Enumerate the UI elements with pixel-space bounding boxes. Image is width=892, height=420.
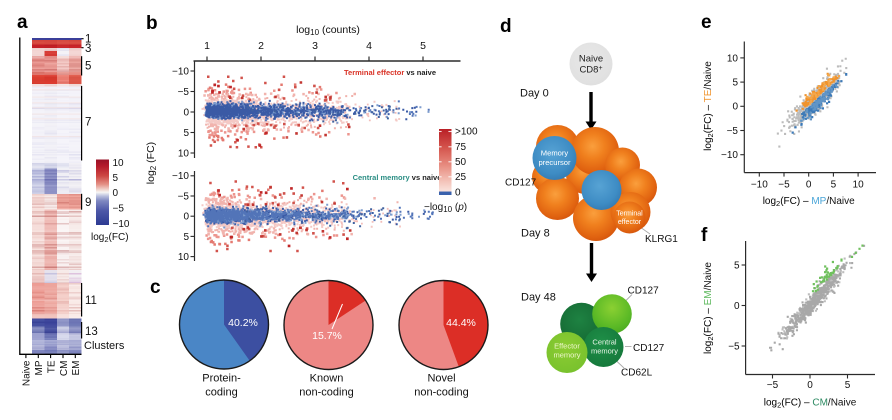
svg-text:TE: TE [46, 360, 57, 373]
svg-text:10: 10 [178, 252, 190, 263]
svg-text:−5: −5 [178, 191, 190, 202]
svg-text:KLRG1: KLRG1 [645, 234, 678, 245]
svg-text:CD127: CD127 [628, 286, 660, 297]
svg-text:precursor: precursor [538, 158, 571, 167]
svg-text:MP: MP [34, 360, 45, 375]
svg-text:5: 5 [113, 173, 119, 184]
svg-text:Terminal: Terminal [616, 211, 643, 218]
svg-text:log2(FC) – EM/Naive: log2(FC) – EM/Naive [703, 262, 715, 354]
svg-text:f: f [701, 225, 708, 246]
svg-text:5: 5 [845, 380, 851, 391]
svg-text:CD62L: CD62L [621, 368, 653, 379]
svg-text:−10: −10 [721, 150, 738, 161]
svg-text:25: 25 [455, 172, 467, 183]
svg-text:non-coding: non-coding [299, 387, 353, 399]
svg-text:3: 3 [312, 40, 318, 52]
svg-text:Novel: Novel [427, 373, 455, 385]
svg-text:−5: −5 [728, 341, 740, 352]
svg-text:log2(FC) – MP/Naive: log2(FC) – MP/Naive [763, 196, 855, 208]
svg-text:75: 75 [455, 142, 467, 153]
svg-text:2: 2 [258, 40, 264, 52]
svg-text:EM: EM [71, 361, 82, 376]
svg-text:44.4%: 44.4% [446, 317, 476, 329]
svg-text:c: c [150, 277, 161, 298]
svg-text:1: 1 [204, 40, 210, 52]
svg-text:0: 0 [183, 107, 189, 118]
svg-text:Day 8: Day 8 [521, 228, 550, 240]
svg-text:−5: −5 [113, 204, 125, 215]
svg-text:CD127: CD127 [505, 178, 537, 189]
svg-text:3: 3 [85, 43, 91, 55]
svg-text:0: 0 [807, 380, 813, 391]
svg-text:0: 0 [113, 188, 119, 199]
svg-text:−5: −5 [778, 179, 790, 190]
svg-text:d: d [500, 16, 512, 37]
svg-text:−5: −5 [767, 380, 779, 391]
svg-text:Central: Central [592, 338, 617, 347]
svg-text:5: 5 [85, 61, 91, 73]
svg-text:0: 0 [732, 102, 738, 113]
svg-text:log2(FC) – CM/Naive: log2(FC) – CM/Naive [764, 398, 857, 410]
svg-text:10: 10 [178, 148, 190, 159]
svg-text:Day 0: Day 0 [520, 88, 549, 100]
svg-text:−5: −5 [178, 87, 190, 98]
svg-text:Clusters: Clusters [84, 340, 125, 352]
svg-text:5: 5 [183, 232, 189, 243]
svg-text:Protein-: Protein- [202, 373, 241, 385]
svg-text:CM: CM [59, 361, 70, 377]
svg-text:7: 7 [85, 117, 91, 129]
svg-text:0: 0 [455, 188, 461, 199]
svg-text:0: 0 [806, 179, 812, 190]
svg-text:5: 5 [420, 40, 426, 52]
svg-text:0: 0 [734, 301, 740, 312]
svg-text:−5: −5 [727, 126, 739, 137]
svg-text:log2(FC): log2(FC) [91, 232, 129, 244]
svg-text:5: 5 [732, 78, 738, 89]
svg-text:10: 10 [113, 158, 125, 169]
svg-text:13: 13 [85, 326, 98, 338]
svg-text:Day 48: Day 48 [521, 292, 556, 304]
svg-text:−10: −10 [172, 66, 189, 77]
svg-text:Known: Known [310, 373, 344, 385]
svg-text:Effector: Effector [554, 342, 580, 351]
svg-text:11: 11 [85, 295, 97, 307]
svg-text:log2(FC) – TE/Naive: log2(FC) – TE/Naive [703, 61, 715, 151]
svg-text:log2 (FC): log2 (FC) [145, 142, 158, 184]
svg-text:Naive: Naive [579, 54, 603, 65]
svg-text:Terminal effector vs naive: Terminal effector vs naive [344, 68, 436, 77]
svg-text:Naive: Naive [22, 360, 33, 386]
svg-text:9: 9 [85, 197, 91, 209]
svg-text:b: b [146, 13, 158, 34]
svg-text:5: 5 [183, 128, 189, 139]
svg-text:Memory: Memory [541, 149, 569, 158]
svg-text:memory: memory [591, 347, 618, 356]
svg-text:10: 10 [727, 53, 739, 64]
svg-text:5: 5 [831, 179, 837, 190]
svg-text:a: a [17, 12, 28, 33]
svg-text:0: 0 [183, 212, 189, 223]
svg-text:−10: −10 [751, 179, 768, 190]
svg-text:40.2%: 40.2% [228, 317, 258, 329]
svg-text:−log10 (p): −log10 (p) [424, 202, 467, 214]
svg-text:10: 10 [853, 179, 865, 190]
svg-text:5: 5 [734, 260, 740, 271]
svg-text:15.7%: 15.7% [312, 330, 342, 342]
svg-text:CD127: CD127 [633, 343, 665, 354]
svg-text:Central memory vs naive: Central memory vs naive [353, 173, 442, 182]
svg-text:log10 (counts): log10 (counts) [296, 24, 360, 37]
svg-text:coding: coding [205, 387, 237, 399]
svg-text:>100: >100 [455, 127, 478, 138]
svg-text:4: 4 [366, 40, 372, 52]
svg-text:50: 50 [455, 157, 467, 168]
svg-text:e: e [701, 12, 712, 33]
svg-text:memory: memory [553, 351, 580, 360]
svg-text:−10: −10 [172, 171, 189, 182]
svg-text:effector: effector [618, 219, 642, 226]
svg-text:−10: −10 [113, 219, 130, 230]
svg-text:non-coding: non-coding [414, 387, 468, 399]
